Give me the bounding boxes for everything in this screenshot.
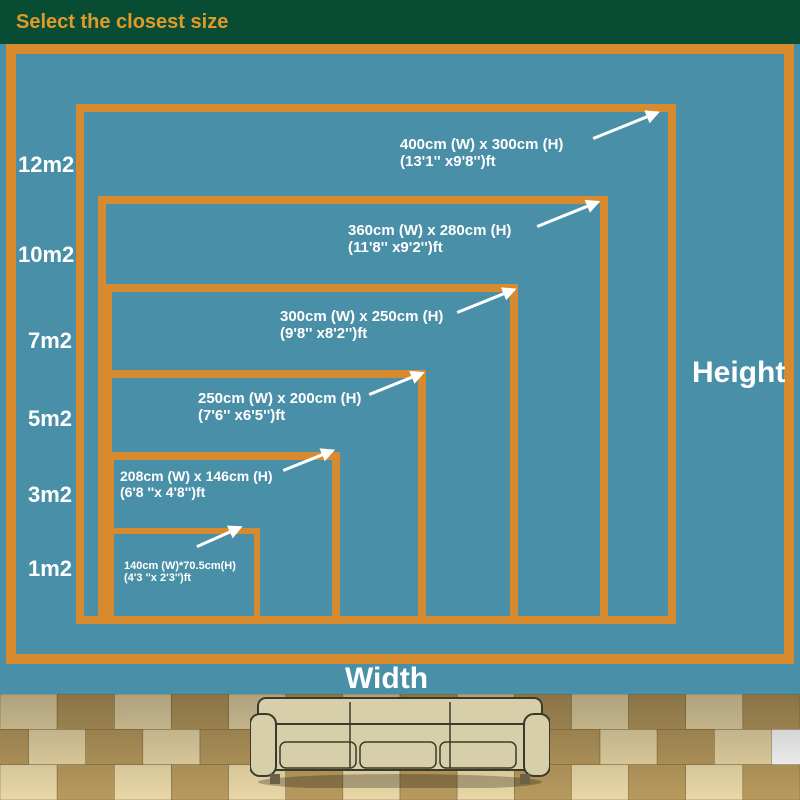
dimension-label: 250cm (W) x 200cm (H)(7'6'' x6'5'')ft [198,390,361,424]
size-label: 1m2 [28,556,72,582]
size-guide-stage: Select the closest size 12m2 400cm (W) x … [0,0,800,800]
dimension-label: 300cm (W) x 250cm (H)(9'8'' x8'2'')ft [280,308,443,342]
dimension-label: 208cm (W) x 146cm (H)(6'8 ''x 4'8'')ft [120,468,273,500]
header-bar: Select the closest size [0,0,800,44]
dimension-label: 400cm (W) x 300cm (H)(13'1'' x9'8'')ft [400,136,563,170]
axis-height-label: Height [692,356,785,390]
wall-area: 12m2 400cm (W) x 300cm (H)(13'1'' x9'8'')… [0,44,800,694]
sofa-graphic [250,692,550,788]
size-label: 5m2 [28,406,72,432]
size-label: 3m2 [28,482,72,508]
size-label: 12m2 [18,152,74,178]
size-label: 7m2 [28,328,72,354]
header-title: Select the closest size [16,11,228,34]
axis-width-label: Width [345,662,428,696]
dimension-label: 360cm (W) x 280cm (H)(11'8'' x9'2'')ft [348,222,511,256]
size-label: 10m2 [18,242,74,268]
sofa-svg [250,692,550,788]
